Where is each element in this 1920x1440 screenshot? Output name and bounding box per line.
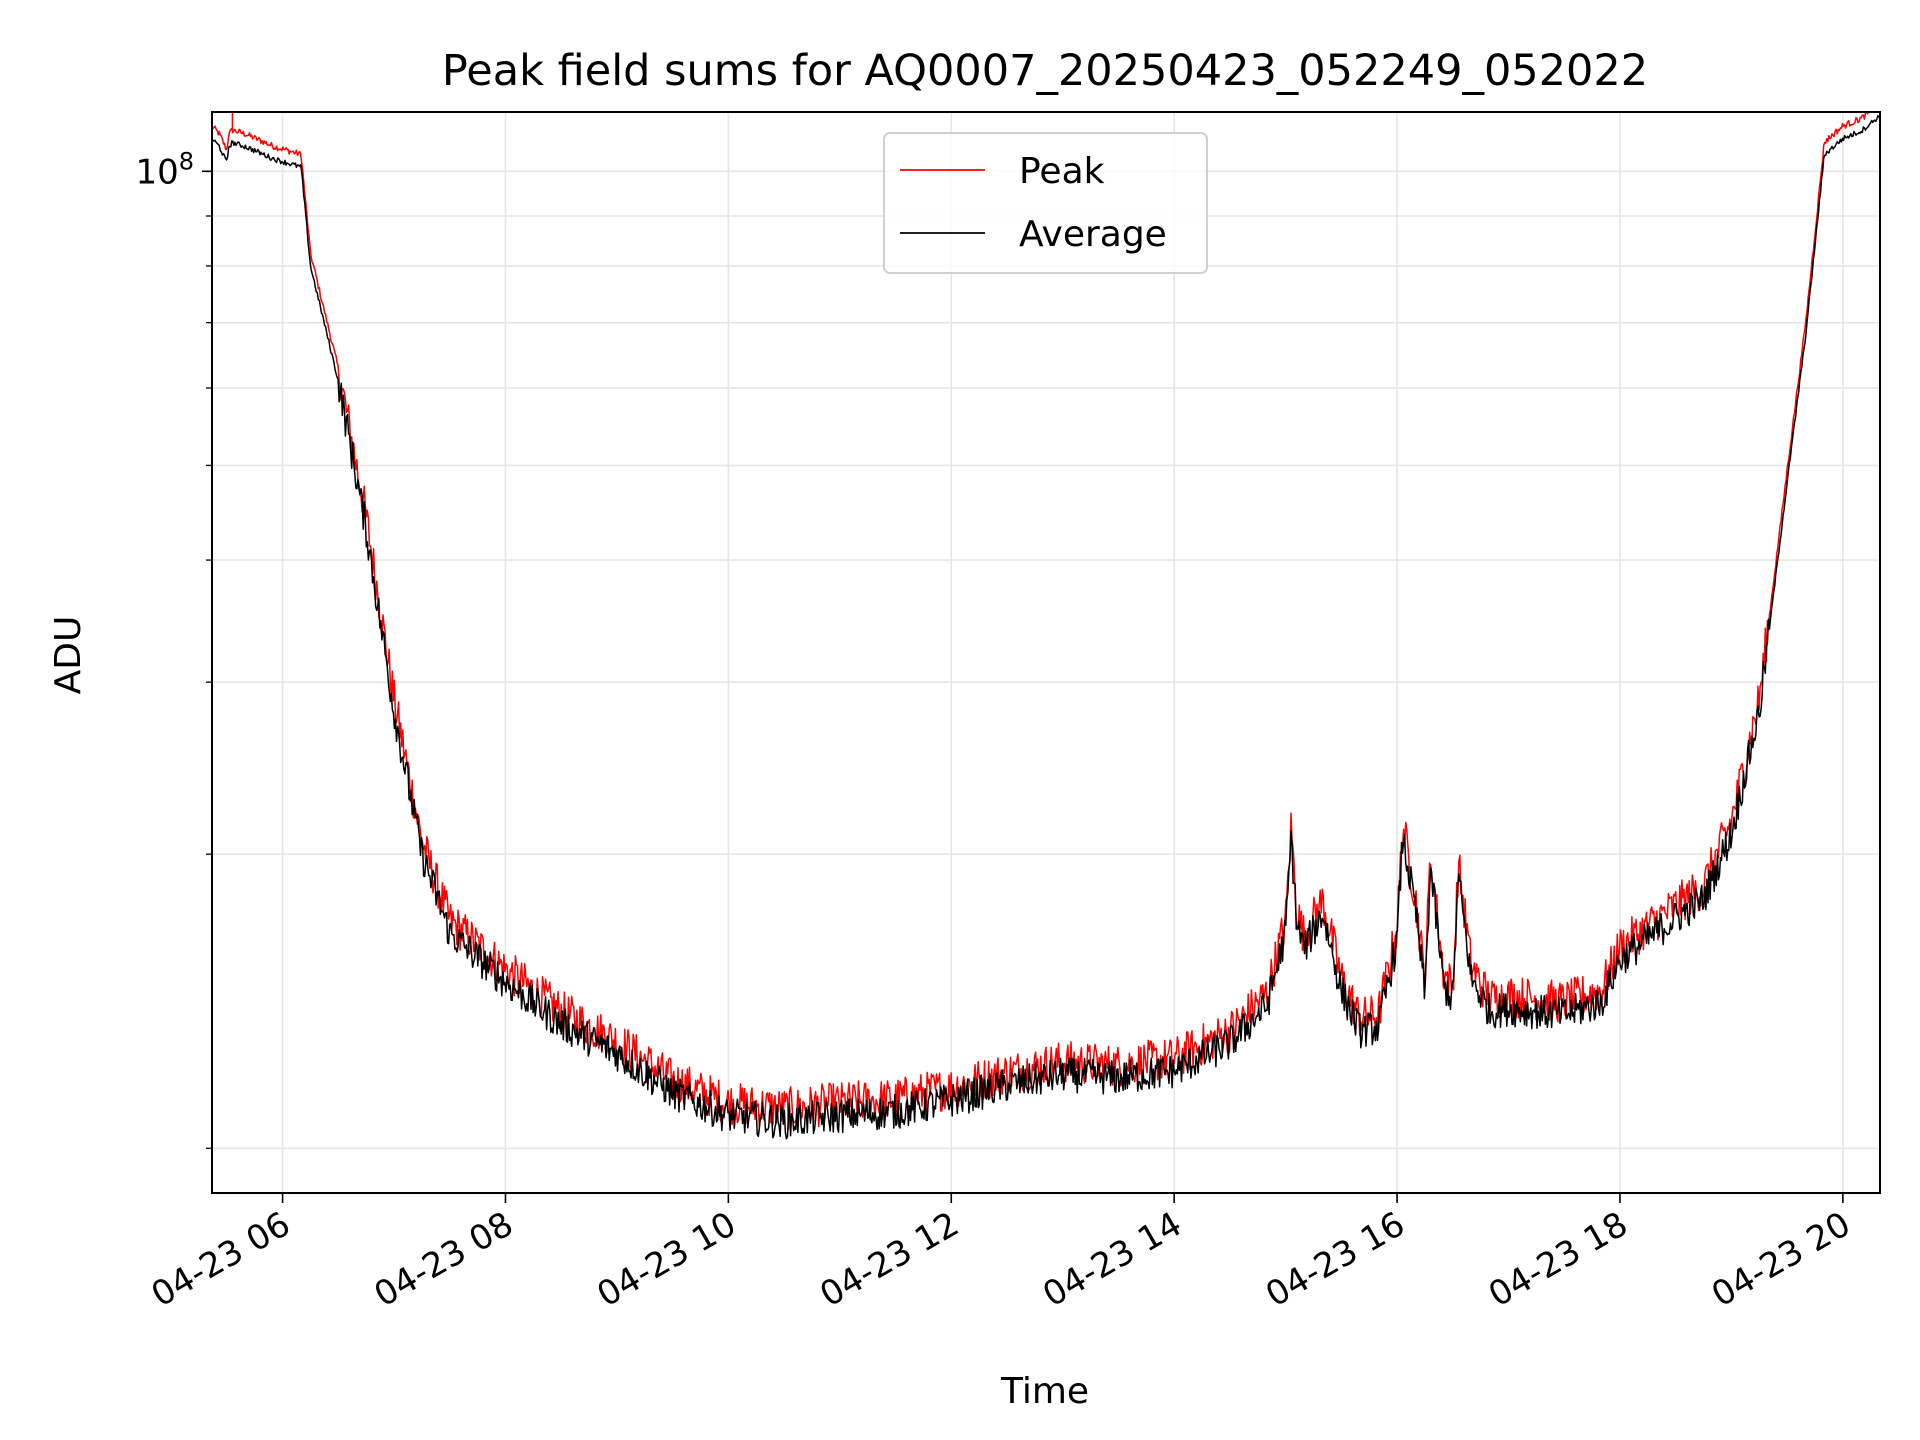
chart-title: Peak field sums for AQ0007_20250423_0522… — [442, 46, 1648, 96]
y-tick-label: 108 — [135, 147, 194, 192]
grid — [212, 112, 1880, 1193]
y-tick-base: 10 — [135, 152, 178, 192]
plot-series — [211, 111, 1881, 1140]
legend-box — [883, 132, 1208, 274]
series-line-average — [211, 114, 1881, 1140]
plot-frame — [211, 111, 1881, 1194]
legend-label-average: Average — [1019, 214, 1167, 255]
y-tick-exponent: 8 — [179, 147, 194, 175]
y-axis-label: ADU — [48, 616, 89, 695]
legend: Peak Average — [883, 132, 1208, 274]
x-axis-label: Time — [1000, 1371, 1089, 1412]
legend-label-peak: Peak — [1019, 151, 1105, 192]
